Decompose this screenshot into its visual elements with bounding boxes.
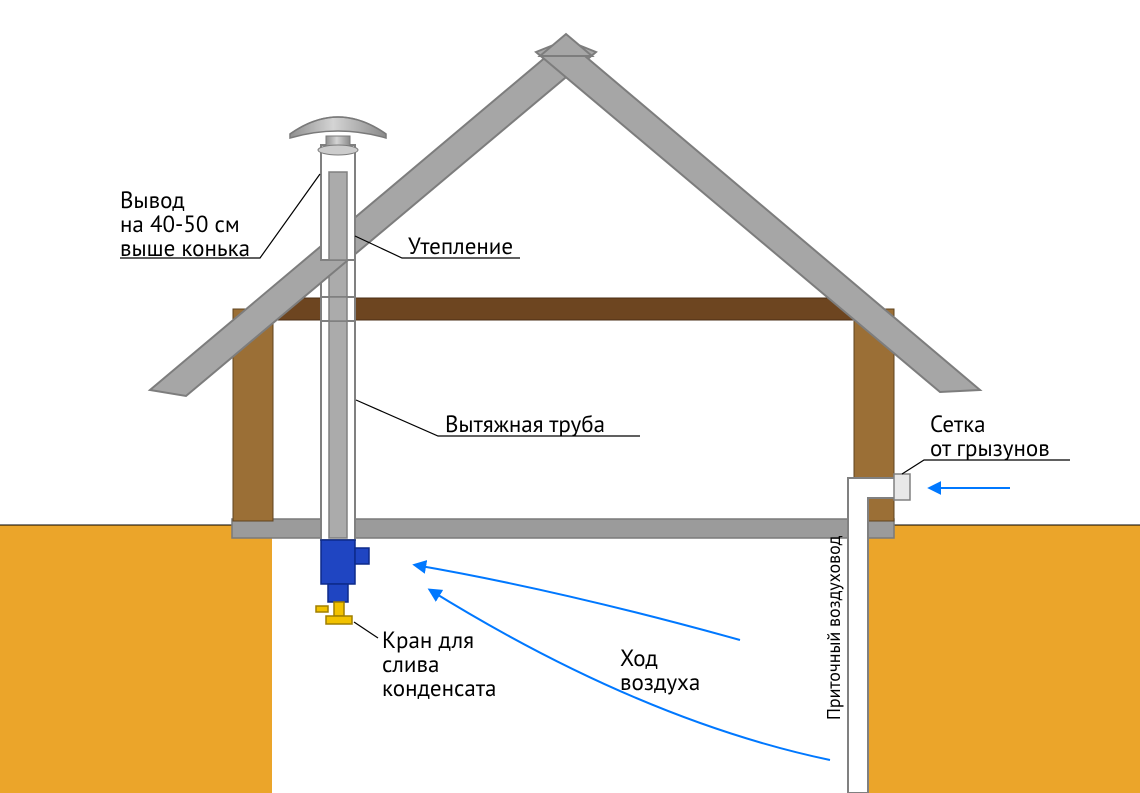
label-vytyazh: Вытяжная труба xyxy=(445,410,605,439)
label-vyvod-3: выше конька xyxy=(120,234,250,263)
exhaust-pipe-inner-overbeam xyxy=(329,297,347,321)
label-kran-3: конденсата xyxy=(382,674,496,703)
mesh-plate xyxy=(894,474,910,500)
ground-right xyxy=(854,525,1140,793)
label-hod-2: воздуха xyxy=(620,668,700,697)
fan-icon xyxy=(321,540,369,602)
label-pritok: Приточный воздуховод xyxy=(822,535,845,720)
label-setka-2: от грызунов xyxy=(930,434,1050,463)
exhaust-pipe-inner-top xyxy=(329,172,347,260)
label-uteplenie: Утепление xyxy=(408,232,513,261)
drain-valve-icon xyxy=(316,602,352,624)
ceiling-beam xyxy=(275,298,853,320)
ground-left xyxy=(0,525,272,793)
chimney-cap xyxy=(290,117,386,155)
